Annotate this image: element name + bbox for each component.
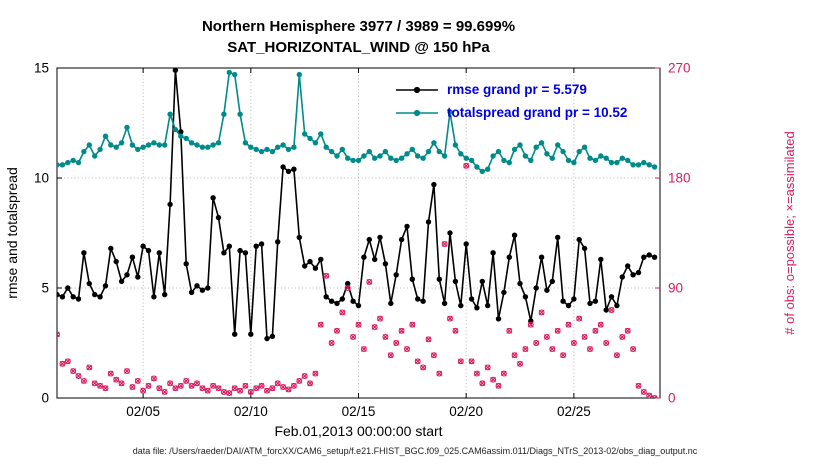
y-left-tick-labels: 0 5 10 15	[34, 61, 49, 406]
legend-line-dot-icon	[396, 109, 438, 116]
y-right-tick-labels: 0 90 180 270	[668, 61, 691, 406]
svg-text:0: 0	[41, 391, 49, 406]
chart-legend: rmse grand pr = 5.579 totalspread grand …	[394, 78, 627, 124]
axis-ticks	[57, 67, 660, 399]
svg-text:180: 180	[668, 171, 691, 186]
legend-row-totalspread: totalspread grand pr = 10.52	[394, 101, 627, 124]
legend-label-rmse: rmse grand pr = 5.579	[447, 82, 587, 97]
grid-lines	[57, 68, 660, 398]
svg-text:02/25: 02/25	[557, 404, 591, 419]
legend-row-rmse: rmse grand pr = 5.579	[394, 78, 627, 101]
svg-text:90: 90	[668, 281, 683, 296]
rmse-series	[57, 68, 658, 342]
svg-text:270: 270	[668, 61, 691, 76]
svg-text:02/15: 02/15	[342, 404, 376, 419]
x-axis-label: Feb.01,2013 00:00:00 start	[274, 423, 442, 439]
x-tick-labels: 02/05 02/10 02/15 02/20 02/25	[126, 404, 591, 419]
legend-label-totalspread: totalspread grand pr = 10.52	[447, 105, 628, 120]
svg-text:0: 0	[668, 391, 676, 406]
svg-text:10: 10	[34, 171, 49, 186]
y-left-axis-label: rmse and totalspread	[4, 167, 20, 299]
data-file-caption: data file: /Users/raeder/DAI/ATM_forcXX/…	[132, 446, 698, 456]
svg-text:15: 15	[34, 61, 49, 76]
chart-title-line2: SAT_HORIZONTAL_WIND @ 150 hPa	[227, 39, 490, 56]
y-right-axis-label: # of obs: o=possible; ×=assimilated	[782, 131, 797, 334]
svg-text:02/05: 02/05	[126, 404, 160, 419]
plot-series	[57, 68, 658, 398]
chart-title-line1: Northern Hemisphere 3977 / 3989 = 99.699…	[201, 18, 516, 35]
svg-text:02/10: 02/10	[234, 404, 268, 419]
chart-title: Northern Hemisphere 3977 / 3989 = 99.699…	[57, 16, 660, 58]
totalspread-series	[57, 69, 658, 175]
svg-text:5: 5	[41, 281, 49, 296]
obs-count-markers	[57, 162, 658, 398]
legend-line-dot-icon	[396, 86, 438, 93]
svg-text:02/20: 02/20	[449, 404, 483, 419]
